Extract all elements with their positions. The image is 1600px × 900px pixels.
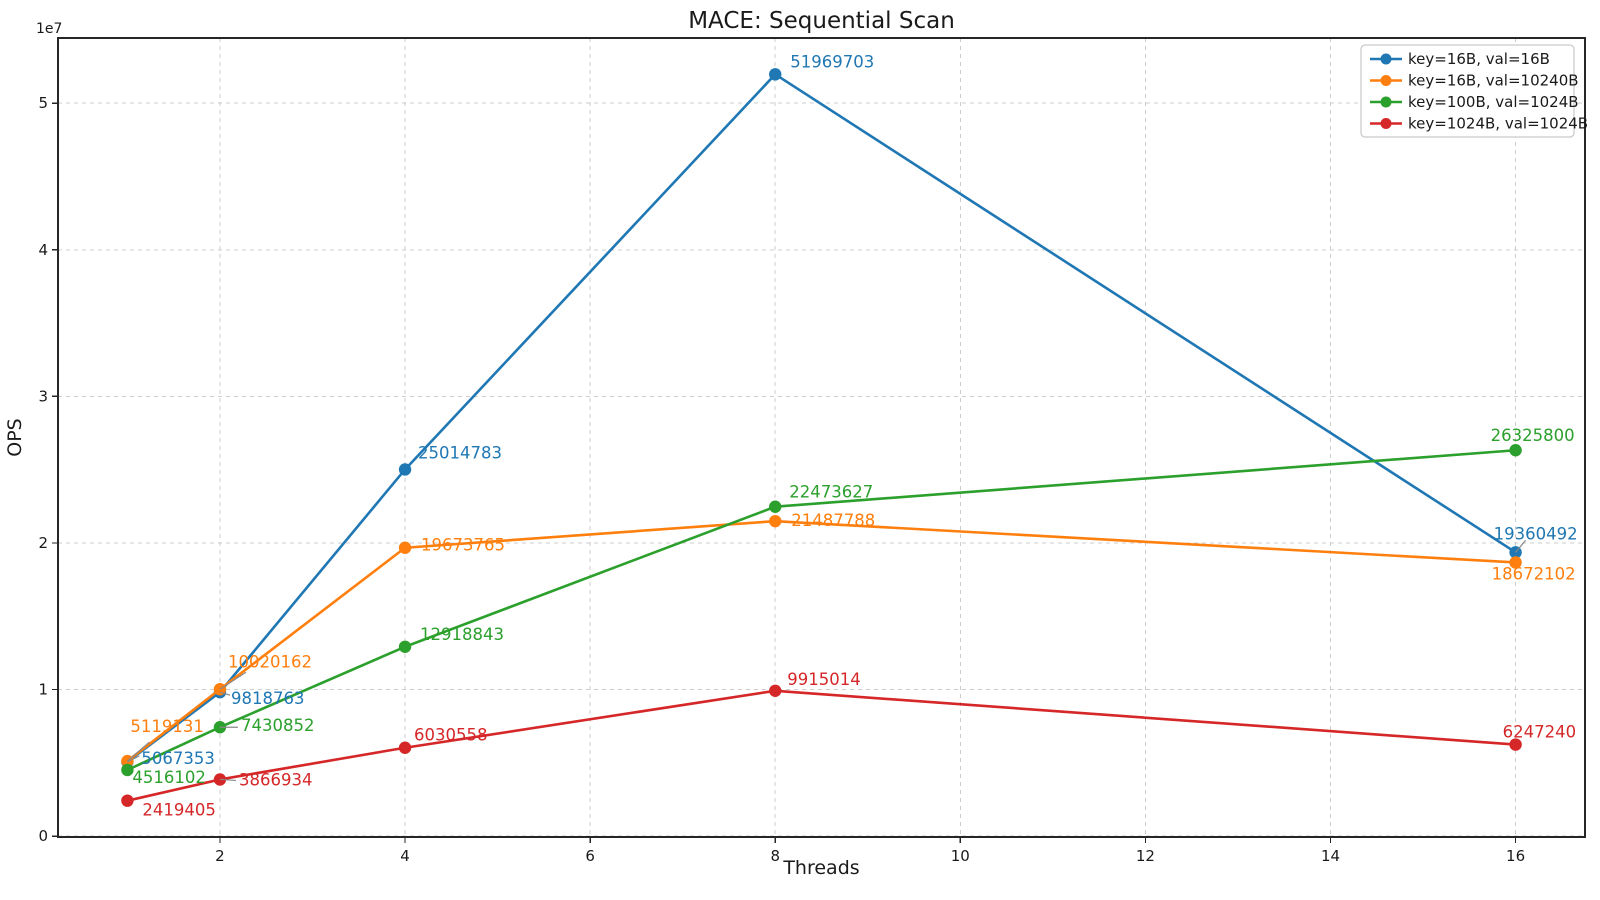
data-point-label: 5119131 xyxy=(130,717,204,736)
data-point xyxy=(398,541,412,554)
data-point xyxy=(398,741,412,754)
legend-item: key=1024B, val=1024B xyxy=(1370,115,1588,133)
data-point-label: 19673765 xyxy=(421,536,505,555)
data-point-label: 9915014 xyxy=(787,670,861,689)
data-point xyxy=(1509,444,1522,457)
data-point-label: 10020162 xyxy=(228,652,312,671)
y-tick-label: 0 xyxy=(38,827,48,845)
x-tick-label: 4 xyxy=(400,847,410,865)
data-point xyxy=(121,763,134,777)
data-point xyxy=(398,463,412,476)
data-point-label: 7430852 xyxy=(241,716,314,735)
legend-marker xyxy=(1380,118,1392,129)
legend-label: key=1024B, val=1024B xyxy=(1408,115,1588,133)
x-tick-label: 16 xyxy=(1506,847,1525,865)
label-leader-line xyxy=(219,691,231,696)
data-point-label: 9818763 xyxy=(231,689,304,708)
data-point-label: 6247240 xyxy=(1503,723,1577,742)
legend-marker xyxy=(1380,96,1392,108)
legend: key=16B, val=16B key=16B, val=10240B key=1… xyxy=(1360,44,1588,138)
y-tick-label: 5 xyxy=(38,94,48,112)
legend-marker xyxy=(1380,53,1392,65)
chart-title: MACE: Sequential Scan xyxy=(688,8,955,34)
x-tick-label: 6 xyxy=(585,847,595,865)
data-point-label: 22473627 xyxy=(789,483,873,502)
data-point-label: 25014783 xyxy=(418,443,502,462)
data-point xyxy=(1509,738,1522,751)
label-leader-line xyxy=(127,755,140,763)
x-tick-label: 12 xyxy=(1136,847,1155,865)
data-point-label: 3866934 xyxy=(239,770,312,789)
data-point-label: 2419405 xyxy=(142,801,216,820)
legend-marker xyxy=(1380,75,1392,86)
label-leader-line xyxy=(127,741,150,762)
legend-item: key=16B, val=16B xyxy=(1370,50,1550,68)
y-tick-label: 3 xyxy=(38,387,48,405)
legend-box xyxy=(1360,44,1575,138)
data-point-label: 6030558 xyxy=(414,726,488,745)
data-point-label: 5067353 xyxy=(141,749,215,768)
series-line xyxy=(127,689,1516,802)
x-tick-label: 10 xyxy=(951,847,970,865)
series-line xyxy=(126,519,1516,763)
legend-label: key=100B, val=1024B xyxy=(1408,93,1579,111)
label-leader-line xyxy=(1515,539,1527,553)
data-point xyxy=(1509,556,1522,569)
data-point xyxy=(769,684,782,698)
label-leader-line xyxy=(219,671,247,690)
data-point-label: 51969703 xyxy=(790,52,874,71)
legend-item: key=16B, val=10240B xyxy=(1370,72,1579,90)
legend-item: key=100B, val=1024B xyxy=(1370,93,1579,111)
data-point xyxy=(769,500,782,513)
data-point xyxy=(121,794,134,807)
data-point-label: 12918843 xyxy=(420,625,504,644)
data-point-labels: 5067353 9818763 25014783 51969703 19360492 51… xyxy=(127,52,1578,820)
y-axis-offset-text: 1e7 xyxy=(36,21,62,37)
plot-border xyxy=(57,37,1586,838)
series-line xyxy=(126,73,1517,763)
data-point xyxy=(398,640,412,653)
data-point-label: 18672102 xyxy=(1492,564,1576,583)
series xyxy=(121,68,1522,807)
legend-label: key=16B, val=10240B xyxy=(1408,72,1579,90)
label-leader-line xyxy=(219,778,236,782)
y-tick-label: 2 xyxy=(38,534,48,552)
data-point xyxy=(769,514,782,528)
y-axis-label: OPS xyxy=(4,418,26,456)
data-point-label: 19360492 xyxy=(1494,524,1578,543)
legend-label: key=16B, val=16B xyxy=(1408,50,1550,68)
x-tick-label: 14 xyxy=(1321,847,1340,865)
data-point xyxy=(769,68,782,81)
x-tick-label: 2 xyxy=(215,847,225,865)
y-tick-label: 4 xyxy=(38,241,48,259)
y-tick-label: 1 xyxy=(38,681,48,699)
data-point-label: 4516102 xyxy=(132,768,206,787)
x-axis-label: Threads xyxy=(782,857,859,879)
data-point-label: 26325800 xyxy=(1491,426,1575,445)
x-tick-label: 8 xyxy=(770,847,780,865)
data-point-label: 21487788 xyxy=(791,511,875,530)
